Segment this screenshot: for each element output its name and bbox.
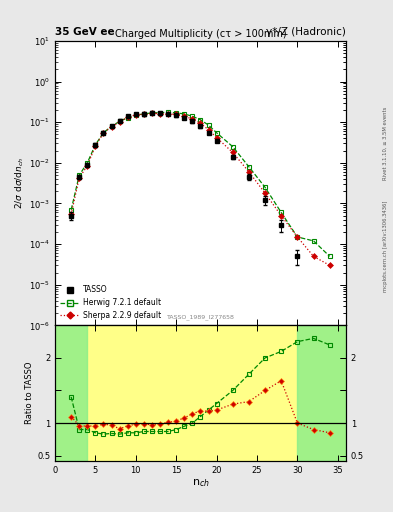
Text: TASSO_1989_I277658: TASSO_1989_I277658 (167, 314, 234, 319)
Bar (265, 325, 346, 461)
Bar (87, 325, 281, 461)
X-axis label: n$_{ch}$: n$_{ch}$ (191, 477, 209, 489)
Text: γ*/Z (Hadronic): γ*/Z (Hadronic) (266, 27, 346, 37)
Text: mcplots.cern.ch [arXiv:1306.3436]: mcplots.cern.ch [arXiv:1306.3436] (383, 200, 388, 291)
Y-axis label: Ratio to TASSO: Ratio to TASSO (25, 362, 34, 424)
Title: Charged Multiplicity (cτ > 100mm): Charged Multiplicity (cτ > 100mm) (115, 29, 286, 39)
Bar (55, 325, 87, 461)
Legend: TASSO, Herwig 7.2.1 default, Sherpa 2.2.9 default: TASSO, Herwig 7.2.1 default, Sherpa 2.2.… (57, 282, 165, 323)
Bar (168, 325, 265, 461)
Y-axis label: $2/\sigma\ \mathrm{d}\sigma/\mathrm{d}n_{ch}$: $2/\sigma\ \mathrm{d}\sigma/\mathrm{d}n_… (14, 157, 26, 209)
Bar (87, 325, 168, 461)
Bar (298, 325, 346, 461)
Bar (55, 325, 87, 461)
Bar (265, 325, 298, 461)
Text: Rivet 3.1.10, ≥ 3.5M events: Rivet 3.1.10, ≥ 3.5M events (383, 106, 388, 180)
Text: 35 GeV ee: 35 GeV ee (55, 27, 115, 37)
